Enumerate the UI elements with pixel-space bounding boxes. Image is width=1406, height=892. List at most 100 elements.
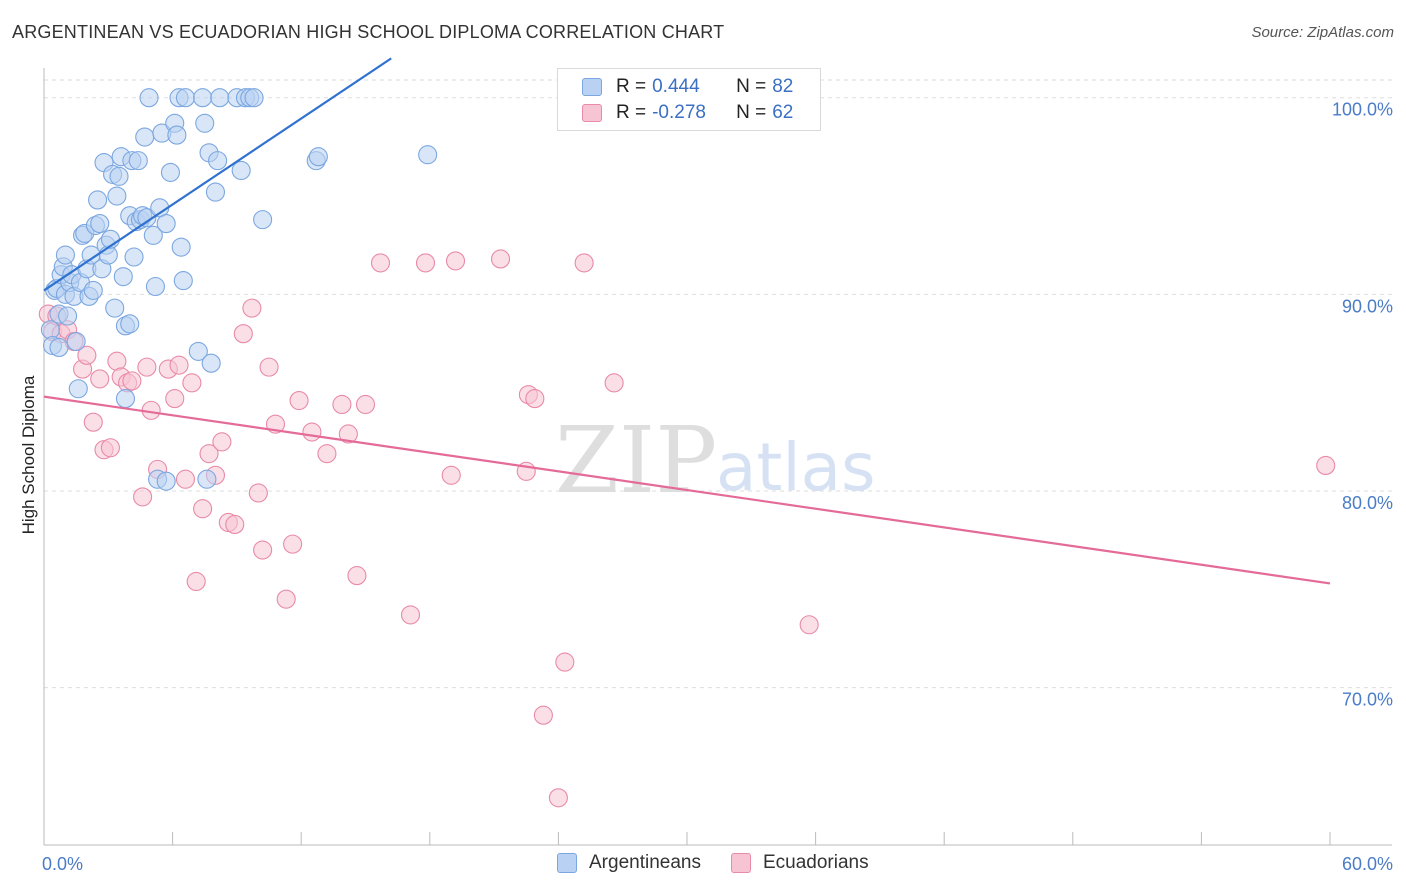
argentinean-point (105, 298, 125, 318)
ecuadorian-point (212, 432, 232, 452)
argentinean-point (173, 271, 193, 291)
argentinean-point (160, 162, 181, 182)
ecuadorian-point (122, 371, 142, 391)
watermark-zip: ZIP (555, 407, 717, 514)
argentinean-point (205, 182, 226, 202)
legend-row-ecuadorians: R = -0.278 N = 62 (582, 100, 793, 126)
argentinean-point (253, 210, 273, 230)
legend-swatch-argentineans (557, 853, 577, 873)
series-legend: Argentineans Ecuadorians (557, 852, 899, 874)
ecuadorian-point (441, 465, 461, 485)
ecuadorian-point (165, 389, 185, 409)
ecuadorian-point (283, 534, 303, 554)
argentinean-point (210, 88, 230, 108)
argentinean-point (120, 314, 140, 334)
legend-item-ecuadorians[interactable]: Ecuadorians (730, 852, 869, 874)
ecuadorian-point (182, 373, 202, 393)
argentinean-point (109, 166, 129, 186)
ecuadorian-point (548, 788, 568, 808)
ecuadorian-point (799, 615, 819, 635)
legend-n-label: N = (736, 102, 767, 123)
argentinean-point (115, 389, 135, 409)
argentinean-point (58, 306, 78, 326)
argentineans-points (40, 88, 438, 491)
correlation-legend: R = 0.444 N = 82 R = -0.278 N = 62 (557, 68, 821, 131)
ecuadorian-point (415, 253, 436, 273)
legend-n-value-argentineans: 82 (772, 76, 794, 97)
legend-swatch-argentineans (582, 78, 602, 96)
ecuadorian-point (289, 391, 309, 411)
ecuadorian-point (175, 469, 196, 489)
ecuadorian-point (90, 369, 110, 389)
legend-row-argentineans: R = 0.444 N = 82 (582, 74, 793, 100)
argentinean-point (143, 225, 163, 245)
argentinean-point (156, 471, 176, 491)
argentinean-point (175, 88, 196, 108)
argentinean-point (145, 276, 166, 297)
argentinean-point (49, 337, 69, 358)
ecuadorian-point (276, 589, 296, 609)
ecuadorian-point (233, 324, 253, 344)
x-tick-label-start: 0.0% (42, 854, 83, 874)
argentinean-point (208, 151, 228, 171)
ecuadorian-point (533, 705, 553, 725)
y-tick-label: 90.0% (1342, 296, 1393, 316)
legend-n-value-ecuadorians: 62 (772, 102, 794, 123)
ecuadorian-point (107, 351, 127, 371)
argentinean-point (137, 208, 157, 228)
argentinean-point (90, 214, 110, 234)
ecuadorian-point (248, 483, 268, 503)
ecuadorian-point (574, 253, 594, 273)
argentinean-point (124, 247, 144, 267)
legend-item-argentineans[interactable]: Argentineans (557, 852, 701, 874)
legend-swatch-ecuadorians (730, 853, 751, 873)
legend-r-label: R = (616, 102, 647, 123)
ecuadorian-point (490, 249, 511, 269)
ecuadorian-point (317, 444, 337, 464)
ecuadorians-points (38, 249, 1336, 808)
ecuadorian-point (302, 422, 322, 442)
ecuadorian-point (242, 298, 262, 318)
argentinean-point (66, 332, 86, 352)
argentinean-point (68, 379, 88, 399)
argentinean-point (171, 237, 191, 257)
ecuadorians-trend-line (43, 395, 1331, 585)
y-tick-label: 80.0% (1342, 493, 1393, 513)
argentinean-point (88, 190, 108, 210)
trend-lines (43, 57, 1331, 585)
y-tick-label: 100.0% (1332, 100, 1393, 120)
ecuadorian-point (338, 424, 358, 444)
ecuadorian-point (332, 394, 352, 415)
ecuadorian-point (253, 540, 273, 560)
ecuadorian-point (355, 394, 376, 415)
legend-swatch-ecuadorians (582, 104, 602, 122)
watermark-atlas: atlas (716, 429, 876, 506)
legend-r-label: R = (616, 76, 647, 97)
ecuadorian-point (133, 487, 153, 507)
ecuadorian-point (77, 345, 97, 365)
y-axis-label: High School Diploma (19, 375, 38, 534)
argentinean-point (308, 147, 328, 167)
ecuadorian-point (445, 251, 466, 271)
source-label: Source: ZipAtlas.com (1251, 24, 1394, 41)
ecuadorian-point (259, 357, 279, 377)
ecuadorian-point (347, 566, 367, 586)
ecuadorian-point (199, 444, 219, 464)
argentinean-point (113, 267, 133, 287)
argentinean-point (231, 160, 251, 181)
chart-title: ARGENTINEAN VS ECUADORIAN HIGH SCHOOL DI… (12, 22, 725, 42)
argentinean-point (107, 186, 127, 206)
argentinean-point (244, 88, 264, 108)
legend-r-value-argentineans: 0.444 (652, 76, 700, 97)
ecuadorian-point (370, 253, 391, 273)
ecuadorian-point (225, 514, 245, 534)
argentinean-point (197, 469, 217, 489)
argentinean-point (139, 88, 159, 108)
argentinean-point (201, 353, 221, 373)
argentinean-point (418, 145, 438, 165)
argentinean-point (135, 127, 155, 147)
axes (43, 68, 1392, 846)
argentinean-point (156, 214, 176, 234)
ecuadorian-point (604, 373, 624, 393)
